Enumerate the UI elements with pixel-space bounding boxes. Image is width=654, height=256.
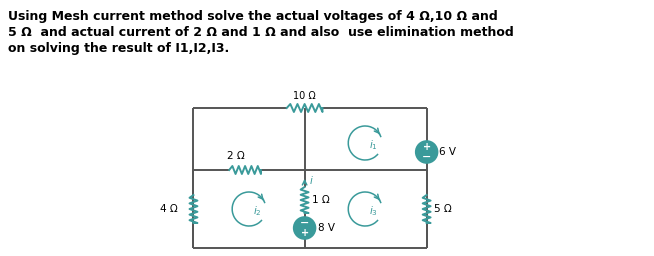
- Text: +: +: [301, 228, 309, 238]
- Text: +: +: [422, 142, 431, 152]
- Text: on solving the result of I1,I2,I3.: on solving the result of I1,I2,I3.: [8, 42, 229, 55]
- Text: −: −: [300, 218, 309, 228]
- Text: 1 Ω: 1 Ω: [311, 195, 330, 205]
- Text: Using Mesh current method solve the actual voltages of 4 Ω,10 Ω and: Using Mesh current method solve the actu…: [8, 10, 498, 23]
- Text: 5 Ω: 5 Ω: [434, 204, 451, 214]
- Text: 2 Ω: 2 Ω: [227, 151, 245, 161]
- Text: $i_2$: $i_2$: [253, 204, 262, 218]
- Text: −: −: [422, 152, 432, 162]
- Text: $i_3$: $i_3$: [369, 204, 378, 218]
- Text: 5 Ω  and actual current of 2 Ω and 1 Ω and also  use elimination method: 5 Ω and actual current of 2 Ω and 1 Ω an…: [8, 26, 513, 39]
- Text: 10 Ω: 10 Ω: [293, 91, 316, 101]
- Text: 8 V: 8 V: [317, 223, 334, 233]
- Text: 4 Ω: 4 Ω: [160, 204, 178, 214]
- Text: $i_1$: $i_1$: [369, 138, 378, 152]
- Text: $i$: $i$: [309, 174, 313, 186]
- Circle shape: [416, 141, 438, 163]
- Circle shape: [294, 217, 315, 239]
- Text: 6 V: 6 V: [439, 147, 456, 157]
